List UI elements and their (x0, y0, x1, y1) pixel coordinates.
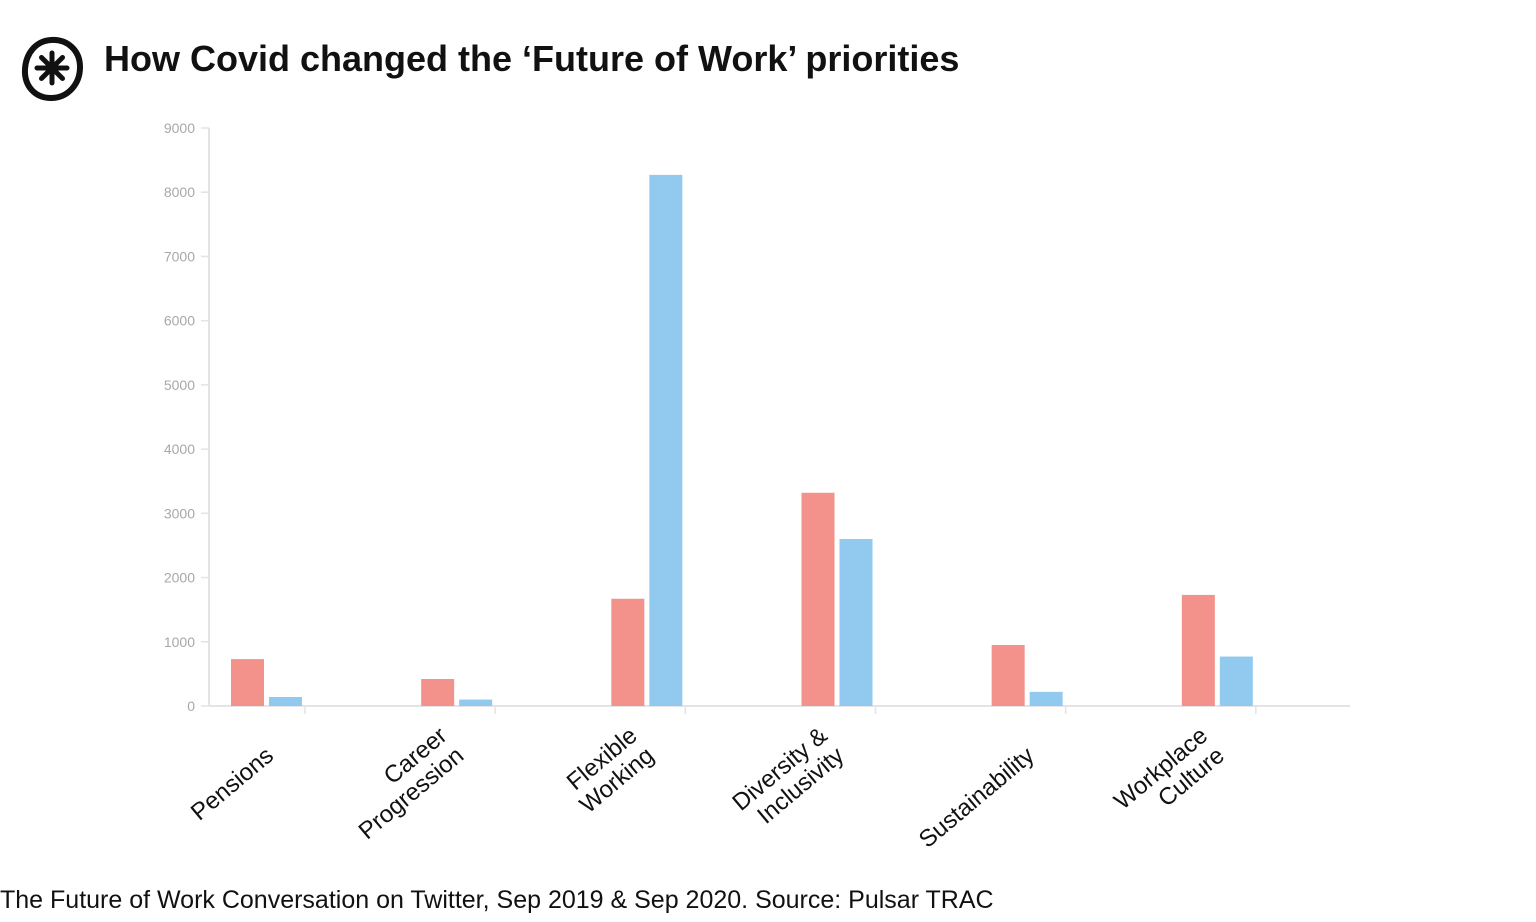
chart-title: How Covid changed the ‘Future of Work’ p… (104, 38, 960, 79)
bars (231, 174, 1253, 707)
x-tick-label: FlexibleWorking (558, 722, 659, 819)
y-tick-label: 2000 (164, 570, 195, 586)
y-tick-label: 4000 (164, 441, 195, 457)
source-caption: The Future of Work Conversation on Twitt… (0, 886, 994, 914)
x-tick-label: CareerProgression (337, 722, 469, 845)
bar-sep-2019 (1181, 594, 1215, 706)
bar-sep-2019 (231, 659, 264, 706)
y-tick-label: 0 (187, 698, 195, 714)
bar-sep-2020 (839, 539, 873, 706)
y-tick-label: 1000 (164, 634, 195, 650)
bar-sep-2019 (991, 644, 1025, 706)
x-tick-label: Sustainability (914, 742, 1040, 854)
y-tick-label: 3000 (164, 505, 195, 521)
y-tick-label: 6000 (164, 313, 195, 329)
y-tick-label: 5000 (164, 377, 195, 393)
bar-sep-2020 (1029, 691, 1063, 706)
bar-sep-2020 (459, 699, 493, 706)
x-axis (209, 705, 1350, 714)
x-tick-label: Pensions (186, 742, 279, 826)
asterisk-circle-logo (21, 36, 83, 101)
x-tick-label: WorkplaceCulture (1109, 722, 1230, 835)
bar-sep-2019 (421, 679, 455, 706)
y-tick-label: 9000 (164, 120, 195, 136)
x-tick-label-line: Pensions (186, 742, 279, 826)
chart-header: How Covid changed the ‘Future of Work’ p… (0, 0, 1536, 120)
y-axis: 0 1000 2000 3000 4000 5000 6000 7000 8000 9000 (164, 120, 210, 714)
bar-sep-2020 (269, 697, 302, 706)
bar-sep-2020 (1219, 656, 1253, 706)
x-tick-label-line: Sustainability (914, 742, 1040, 854)
y-tick-label: 7000 (164, 248, 195, 264)
x-tick-labels: Pensions CareerProgression FlexibleWorking… (186, 722, 1230, 854)
bar-chart: 0 1000 2000 3000 4000 5000 6000 7000 8000 9000 Pe… (164, 120, 1350, 854)
bar-sep-2019 (801, 492, 835, 706)
bar-sep-2019 (611, 598, 645, 706)
y-tick-label: 8000 (164, 184, 195, 200)
bar-sep-2020 (649, 174, 683, 707)
x-tick-label: Diversity &Inclusivity (727, 722, 849, 836)
